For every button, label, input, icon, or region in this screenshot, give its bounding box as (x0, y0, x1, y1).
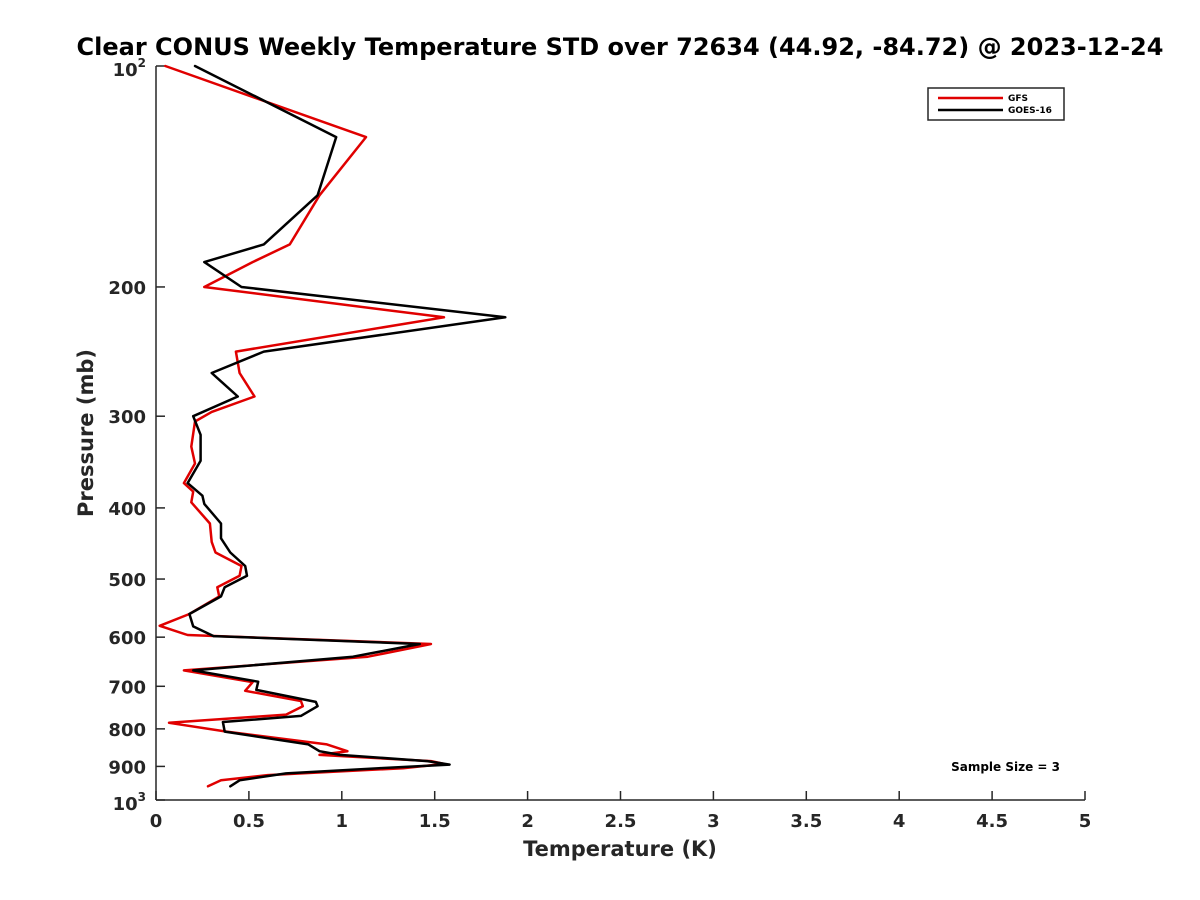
y-tick-label: 102 (113, 56, 146, 81)
legend-entry-label: GFS (1008, 94, 1028, 104)
y-tick-base: 10 (113, 794, 138, 815)
chart-title: Clear CONUS Weekly Temperature STD over … (77, 33, 1164, 61)
y-tick-label: 300 (108, 407, 146, 428)
y-tick-base: 10 (113, 60, 138, 81)
x-tick-label: 0 (150, 811, 163, 832)
series-line-goes-16 (186, 64, 507, 788)
legend-entry-label: GOES-16 (1008, 106, 1052, 116)
y-tick-exponent: 2 (138, 56, 146, 70)
legend-box (927, 87, 1065, 121)
y-tick-label: 900 (108, 757, 146, 778)
x-tick-label: 4.5 (976, 811, 1008, 832)
y-tick-label: 400 (108, 499, 146, 520)
series-lines (158, 64, 507, 788)
x-tick-label: 0.5 (233, 811, 265, 832)
x-tick-label: 2 (521, 811, 534, 832)
legend: GFS GOES-16 (927, 87, 1065, 121)
x-tick-label: 3.5 (790, 811, 822, 832)
plot-axes (155, 66, 1085, 801)
y-tick-label: 500 (108, 570, 146, 591)
x-tick-label: 1 (336, 811, 349, 832)
y-axis-label: Pressure (mb) (74, 349, 98, 517)
x-axis-label: Temperature (K) (523, 837, 717, 861)
y-tick-exponent: 3 (138, 790, 146, 804)
x-tick-label: 4 (893, 811, 906, 832)
y-tick-label: 200 (108, 278, 146, 299)
series-line-gfs (158, 64, 446, 788)
y-tick-label: 600 (108, 628, 146, 649)
y-tick-label: 800 (108, 720, 146, 741)
x-tick-label: 5 (1079, 811, 1092, 832)
x-axis-ticks: 0 0.5 1 1.5 2 2.5 3 3.5 4 4.5 5 (150, 791, 1092, 832)
y-tick-label: 103 (113, 790, 146, 815)
x-tick-label: 2.5 (605, 811, 637, 832)
sample-size-annotation: Sample Size = 3 (951, 760, 1060, 774)
y-tick-label: 700 (108, 677, 146, 698)
x-tick-label: 1.5 (419, 811, 451, 832)
x-tick-label: 3 (707, 811, 720, 832)
